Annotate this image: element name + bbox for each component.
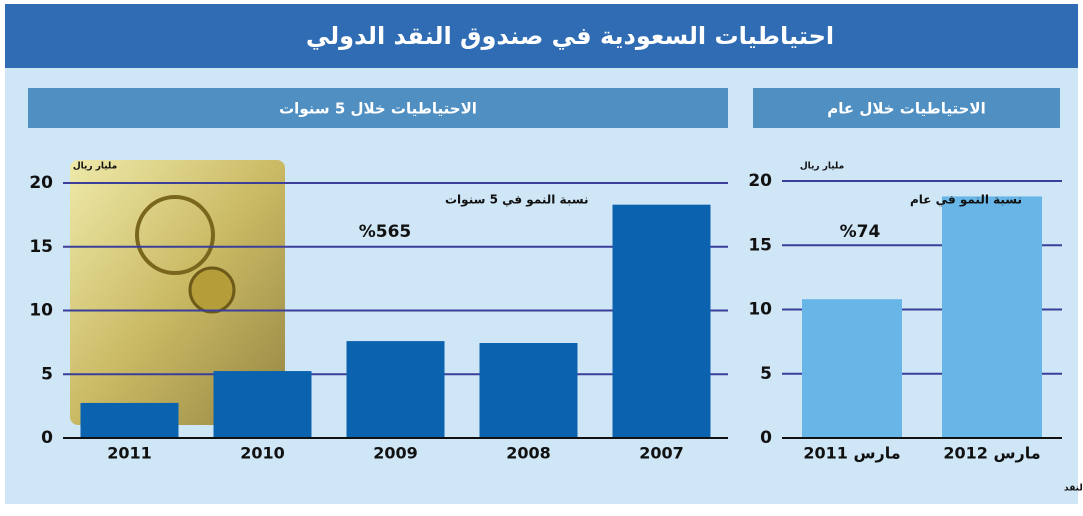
y-tick-label: 10	[748, 300, 772, 320]
bar	[942, 196, 1042, 438]
y-tick-label: 15	[748, 235, 772, 255]
annotation: نسبة النمو في 5 سنوات	[445, 193, 588, 208]
annotation-value: %74	[840, 222, 881, 242]
y-tick-label: 10	[29, 301, 53, 321]
safe-illustration	[70, 160, 285, 425]
x-tick-label: 2008	[506, 444, 551, 463]
safe-dial	[188, 266, 236, 314]
x-tick-label: مارس 2012	[943, 444, 1040, 463]
panel-header	[753, 88, 1060, 128]
panel-title: الاحتياطيات خلال 5 سنوات	[279, 100, 477, 118]
source-note: المصدر: بيانات مؤسسة النقد	[1064, 484, 1083, 494]
x-tick-label: مارس 2011	[803, 444, 900, 463]
annotation: نسبة النمو في عام	[910, 193, 1022, 208]
y-tick-label: 15	[29, 237, 53, 257]
unit-label: مليار ريال	[800, 162, 844, 172]
x-tick-label: 2010	[240, 444, 285, 463]
header-bar	[5, 4, 1078, 68]
unit-label: مليار ريال	[73, 162, 117, 172]
bar	[802, 299, 902, 438]
main-title: احتياطيات السعودية في صندوق النقد الدولي	[306, 22, 834, 50]
panel-header	[28, 88, 728, 128]
bar	[346, 341, 445, 438]
safe-logo	[135, 195, 215, 275]
panel-title: الاحتياطيات خلال عام	[827, 100, 986, 118]
y-tick-label: 20	[29, 173, 53, 193]
x-tick-label: 2011	[107, 444, 152, 463]
x-tick-label: 2009	[373, 444, 418, 463]
annotation-value: %565	[359, 222, 412, 242]
y-tick-label: 5	[760, 364, 772, 384]
y-tick-label: 20	[748, 171, 772, 191]
y-tick-label: 5	[41, 364, 53, 384]
bar	[612, 204, 711, 438]
y-tick-label: 0	[760, 428, 772, 448]
bar	[479, 343, 578, 438]
bar	[80, 402, 179, 438]
y-tick-label: 0	[41, 428, 53, 448]
x-tick-label: 2007	[639, 444, 684, 463]
bar	[213, 371, 312, 438]
